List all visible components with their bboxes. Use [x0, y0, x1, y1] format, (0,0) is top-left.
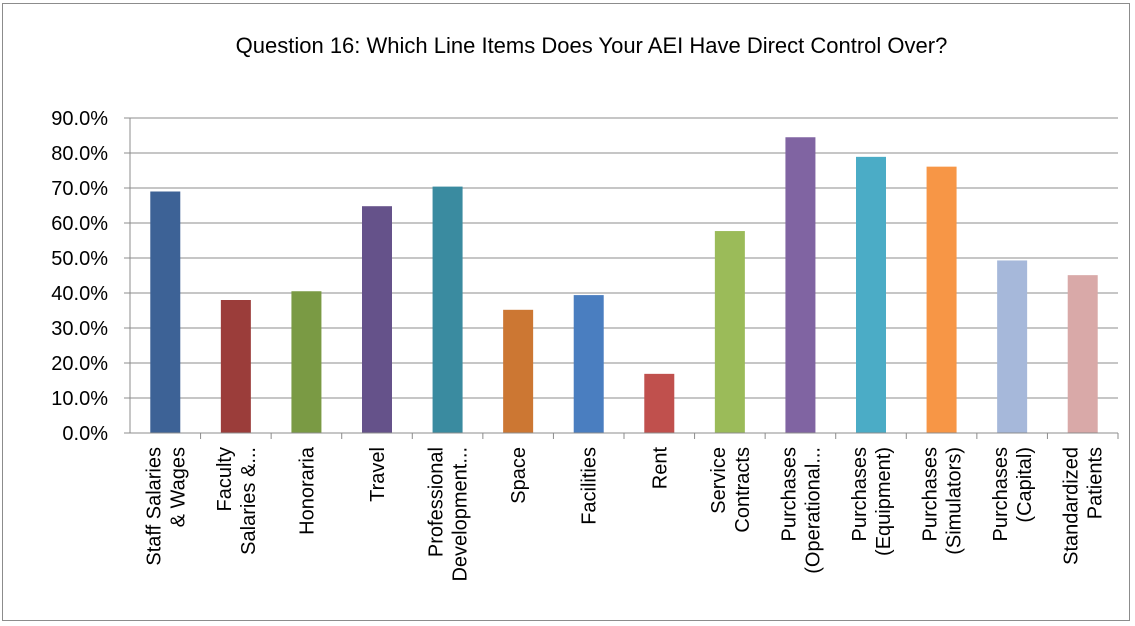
x-category-label: Purchases (Equipment) [849, 447, 895, 556]
gridlines [130, 117, 1118, 399]
x-category-label: Travel [367, 447, 389, 502]
bar [997, 260, 1028, 433]
bar [644, 373, 675, 433]
x-category-label: Honoraria [296, 446, 318, 535]
x-category-label: Service Contracts [708, 447, 754, 533]
y-tick-label: 10.0% [51, 388, 108, 410]
bar [362, 206, 392, 433]
x-category-label: Space [508, 447, 530, 504]
bar [432, 186, 463, 433]
bar [1067, 275, 1098, 433]
y-tick-label: 0.0% [62, 423, 108, 445]
bar [714, 231, 745, 433]
chart-title: Question 16: Which Line Items Does Your … [235, 33, 948, 58]
y-tick-label: 50.0% [51, 248, 108, 270]
x-category-label: Staff Salaries & Wages [143, 447, 189, 566]
x-category-label: Purchases (Operational... [778, 447, 824, 574]
y-tick-label: 60.0% [51, 213, 108, 235]
x-category-label: Purchases (Simulators) [920, 447, 966, 555]
bar [856, 156, 886, 433]
bar [291, 291, 322, 433]
bar [150, 191, 181, 433]
bar [785, 137, 816, 433]
y-tick-label: 20.0% [51, 353, 108, 375]
bar [220, 300, 251, 433]
y-tick-label: 40.0% [51, 283, 108, 305]
x-category-label: Rent [649, 447, 671, 490]
y-tick-label: 30.0% [51, 318, 108, 340]
x-category-labels: Staff Salaries & Wages Faculty Salaries &..… [143, 446, 1106, 581]
x-category-label: Professional Development... [426, 447, 472, 582]
bar [573, 295, 604, 433]
y-tick-label: 90.0% [51, 108, 108, 130]
bars [150, 137, 1098, 433]
axes [124, 117, 1119, 439]
x-category-label: Facilities [579, 447, 601, 525]
y-tick-label: 70.0% [51, 178, 108, 200]
x-category-label: Purchases (Capital) [990, 447, 1036, 542]
x-category-label: Faculty Salaries &... [214, 447, 260, 555]
bar [926, 166, 957, 433]
y-tick-label: 80.0% [51, 143, 108, 165]
y-tick-labels: 0.0% 10.0% 20.0% 30.0% 40.0% 50.0% 60.0% 70.0% 8… [51, 108, 108, 445]
bar [503, 309, 534, 433]
x-category-label: Standardized Patients [1061, 447, 1107, 565]
